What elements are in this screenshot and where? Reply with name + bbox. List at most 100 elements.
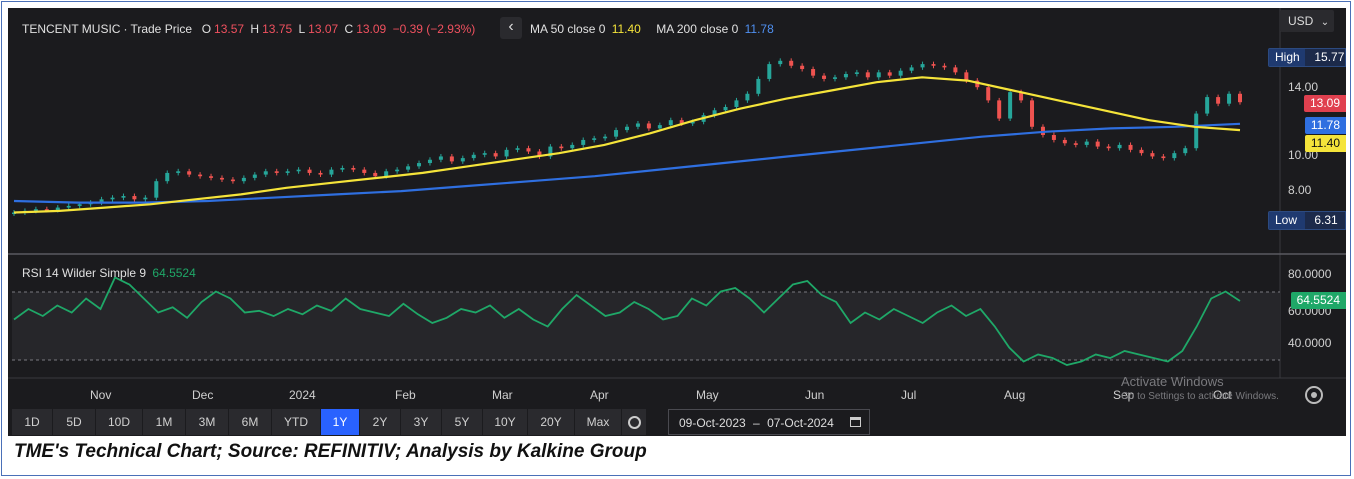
candle-body <box>165 172 170 182</box>
legend-close-label: C <box>344 22 354 36</box>
candle-body <box>449 156 454 162</box>
legend-change: −0.39 (−2.93%) <box>392 22 476 36</box>
currency-select[interactable]: USD ⌄ <box>1280 10 1334 32</box>
high-tag-label: High <box>1269 49 1305 66</box>
candle-body <box>329 169 334 175</box>
candle-body <box>285 171 290 173</box>
date-range-picker[interactable]: 09-Oct-2023 – 07-Oct-2024 <box>668 409 870 435</box>
x-tick-sep: Sep <box>1113 388 1135 402</box>
candle-body <box>1216 97 1221 104</box>
range-1y[interactable]: 1Y <box>321 409 360 435</box>
candle-body <box>745 93 750 101</box>
candle-body <box>44 209 49 211</box>
candle-body <box>756 78 761 94</box>
rsi-line <box>13 276 1241 366</box>
candle-body <box>1084 141 1089 145</box>
last-price-tag: 13.09 <box>1303 95 1346 112</box>
gear-icon <box>627 416 641 430</box>
candle-body <box>1183 148 1188 154</box>
candle-body <box>263 171 268 175</box>
rsi-band <box>12 292 1280 360</box>
candle-body <box>406 166 411 170</box>
candle-body <box>274 171 279 173</box>
range-2y[interactable]: 2Y <box>360 409 401 435</box>
candle-body <box>252 174 257 178</box>
candle-body <box>767 64 772 79</box>
candle-body <box>482 153 487 155</box>
candle-body <box>559 146 564 149</box>
range-6m[interactable]: 6M <box>229 409 272 435</box>
range-5y[interactable]: 5Y <box>442 409 483 435</box>
candle-body <box>77 204 82 206</box>
date-from: 09-Oct-2023 <box>679 416 746 430</box>
candle-body <box>230 179 235 182</box>
candle-body <box>438 156 443 160</box>
candle-body <box>1150 153 1155 157</box>
candle-body <box>592 138 597 140</box>
candle-body <box>219 177 224 180</box>
candle-body <box>1128 144 1133 150</box>
candle-body <box>942 65 947 68</box>
range-10d[interactable]: 10D <box>96 409 143 435</box>
legend-open-label: O <box>201 22 212 36</box>
candle-body <box>66 205 71 208</box>
candle-body <box>1073 143 1078 145</box>
candle-body <box>12 212 16 215</box>
candle-body <box>1227 93 1232 104</box>
candle-body <box>318 172 323 175</box>
candle-body <box>997 100 1002 119</box>
range-20y[interactable]: 20Y <box>528 409 575 435</box>
range-max[interactable]: Max <box>575 409 622 435</box>
ma-legend: MA 50 close 0 11.40 MA 200 close 0 11.78 <box>530 19 777 39</box>
candle-body <box>822 75 827 79</box>
price-chart-svg <box>8 8 1346 379</box>
range-10y[interactable]: 10Y <box>483 409 528 435</box>
candle-body <box>854 72 859 74</box>
candle-body <box>625 126 629 131</box>
candle-body <box>493 153 498 157</box>
range-ytd[interactable]: YTD <box>272 409 321 435</box>
x-tick-oct: Oct <box>1213 388 1232 402</box>
range-1m[interactable]: 1M <box>143 409 186 435</box>
low-tag: Low 6.31 <box>1268 211 1346 230</box>
candlestick-series <box>12 58 1242 216</box>
range-5d[interactable]: 5D <box>53 409 96 435</box>
rsi-label: RSI 14 Wilder Simple 9 <box>22 266 147 280</box>
candle-body <box>1117 144 1122 149</box>
candle-body <box>876 72 881 78</box>
range-3m[interactable]: 3M <box>186 409 229 435</box>
date-to: 07-Oct-2024 <box>767 416 834 430</box>
legend-symbol: TENCENT MUSIC <box>22 22 121 36</box>
legend-low: 13.07 <box>308 22 339 36</box>
rsi-tick-40: 40.0000 <box>1288 336 1332 350</box>
candle-body <box>143 197 148 200</box>
ma200-value: 11.78 <box>744 22 774 36</box>
candle-body <box>176 171 181 173</box>
candle-body <box>1019 92 1024 101</box>
chevron-down-icon: ⌄ <box>1320 17 1330 28</box>
candle-body <box>209 176 214 178</box>
activate-windows-watermark: Activate Windows Go to Settings to activ… <box>1121 374 1279 404</box>
legend-collapse-button[interactable]: ‹ <box>500 17 522 39</box>
range-3y[interactable]: 3Y <box>401 409 442 435</box>
candle-body <box>427 159 432 164</box>
range-1d[interactable]: 1D <box>12 409 53 435</box>
range-settings-button[interactable] <box>622 409 647 435</box>
candle-body <box>734 100 739 107</box>
candle-body <box>504 149 509 157</box>
x-tick-jun: Jun <box>805 388 825 402</box>
price-tick-14: 14.00 <box>1288 80 1319 94</box>
ma200-tag: 11.78 <box>1304 117 1346 134</box>
chart-widget: TENCENT MUSIC · Trade Price O 13.57 H 13.75 … <box>8 8 1346 436</box>
candle-body <box>723 106 728 111</box>
candle-body <box>110 197 115 200</box>
candle-body <box>526 148 531 152</box>
candle-body <box>679 120 684 124</box>
chart-settings-button[interactable] <box>1305 386 1323 404</box>
rsi-value: 64.5524 <box>152 266 196 280</box>
legend-type: Trade Price <box>130 22 193 36</box>
candle-body <box>898 70 903 76</box>
candle-body <box>614 130 619 137</box>
candle-body <box>1106 146 1111 149</box>
x-tick-mar: Mar <box>492 388 513 402</box>
